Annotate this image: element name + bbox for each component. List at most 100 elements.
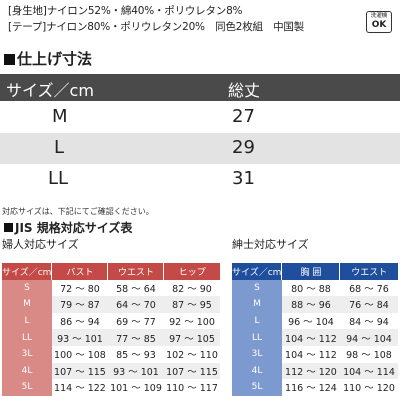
men-chest: 96 ～ 104 bbox=[281, 312, 340, 330]
table-row: LL 104 ～ 112 94 ～ 104 bbox=[232, 329, 398, 346]
men-chest: 112 ～ 120 bbox=[281, 362, 340, 380]
men-size-title: 紳士対応サイズ bbox=[232, 238, 309, 251]
table-row: L 96 ～ 104 84 ～ 94 bbox=[232, 312, 398, 330]
table-row: S 72 ～ 80 58 ～ 64 82 ～ 90 bbox=[2, 279, 220, 297]
women-size-table: サイズ／cm バスト ウエスト ヒップ S 72 ～ 80 58 ～ 64 82 ～ … bbox=[2, 263, 220, 396]
men-waist: 98 ～ 108 bbox=[339, 345, 398, 363]
square-bullet-icon bbox=[4, 54, 15, 65]
finished-length: 29 bbox=[232, 137, 255, 158]
men-chest: 80 ～ 88 bbox=[281, 279, 340, 297]
men-header-waist: ウエスト bbox=[339, 263, 398, 280]
size-note: 対応サイズは、下記にてご確認ください。 bbox=[2, 207, 154, 216]
jis-size-chart-title: JIS 規格対応サイズ表 bbox=[4, 219, 132, 236]
finished-dimensions-title: 仕上げ寸法 bbox=[4, 50, 92, 68]
women-size-label: M bbox=[2, 296, 52, 313]
women-size-label: L bbox=[2, 312, 52, 330]
men-size-label: LL bbox=[232, 329, 282, 346]
table-row: 5L 116 ～ 124 110 ～ 120 bbox=[232, 379, 398, 396]
men-table-header: サイズ／cm 胸 囲 ウエスト bbox=[232, 263, 398, 280]
women-waist: 93 ～ 101 bbox=[107, 362, 164, 380]
women-hip: 87 ～ 95 bbox=[163, 296, 220, 313]
men-chest: 116 ～ 124 bbox=[281, 379, 340, 396]
finished-length: 27 bbox=[232, 106, 255, 127]
washing-machine-ok-badge: 洗濯機 OK bbox=[366, 11, 392, 33]
women-waist: 101 ～ 109 bbox=[107, 379, 164, 396]
finished-size: L bbox=[54, 137, 65, 158]
women-waist: 85 ～ 93 bbox=[107, 345, 164, 363]
table-row: M 79 ～ 87 64 ～ 70 87 ～ 95 bbox=[2, 296, 220, 313]
finished-header-length: 総丈 bbox=[228, 81, 261, 100]
women-bust: 86 ～ 94 bbox=[51, 312, 108, 330]
women-waist: 77 ～ 85 bbox=[107, 329, 164, 346]
men-waist: 110 ～ 120 bbox=[339, 379, 398, 396]
women-hip: 107 ～ 115 bbox=[163, 362, 220, 380]
table-row: LL 93 ～ 101 77 ～ 85 97 ～ 105 bbox=[2, 329, 220, 346]
women-bust: 107 ～ 115 bbox=[51, 362, 108, 380]
men-size-table: サイズ／cm 胸 囲 ウエスト S 80 ～ 88 68 ～ 76 M 88 ～ 96… bbox=[232, 263, 398, 396]
men-waist: 94 ～ 104 bbox=[339, 329, 398, 346]
women-size-label: LL bbox=[2, 329, 52, 346]
table-row: 3L 104 ～ 112 98 ～ 108 bbox=[232, 345, 398, 363]
finished-row: M 27 bbox=[0, 102, 400, 133]
square-bullet-icon bbox=[4, 223, 13, 232]
men-waist: 104 ～ 114 bbox=[339, 362, 398, 380]
men-chest: 88 ～ 96 bbox=[281, 296, 340, 313]
women-size-label: 3L bbox=[2, 345, 52, 363]
women-waist: 58 ～ 64 bbox=[107, 279, 164, 297]
men-size-label: M bbox=[232, 296, 282, 313]
women-hip: 92 ～ 100 bbox=[163, 312, 220, 330]
women-bust: 93 ～ 101 bbox=[51, 329, 108, 346]
table-row: 3L 100 ～ 108 85 ～ 93 102 ～ 110 bbox=[2, 345, 220, 363]
table-row: 4L 112 ～ 120 104 ～ 114 bbox=[232, 362, 398, 380]
women-header-hip: ヒップ bbox=[163, 263, 220, 280]
women-hip: 97 ～ 105 bbox=[163, 329, 220, 346]
table-row: S 80 ～ 88 68 ～ 76 bbox=[232, 279, 398, 297]
finished-header-size: サイズ／cm bbox=[6, 81, 94, 100]
men-size-label: S bbox=[232, 279, 282, 297]
men-header-chest: 胸 囲 bbox=[281, 263, 340, 280]
women-bust: 114 ～ 122 bbox=[51, 379, 108, 396]
material-body-line: [身生地]ナイロン52%・綿40%・ポリウレタン8% bbox=[8, 5, 243, 17]
men-size-label: 3L bbox=[232, 345, 282, 363]
women-table-header: サイズ／cm バスト ウエスト ヒップ bbox=[2, 263, 220, 280]
women-waist: 64 ～ 70 bbox=[107, 296, 164, 313]
wash-badge-ok: OK bbox=[371, 20, 387, 30]
women-size-title: 婦人対応サイズ bbox=[2, 238, 79, 251]
wash-badge-label: 洗濯機 bbox=[370, 13, 388, 19]
table-row: 5L 114 ～ 122 101 ～ 109 110 ～ 117 bbox=[2, 379, 220, 396]
women-hip: 82 ～ 90 bbox=[163, 279, 220, 297]
women-bust: 79 ～ 87 bbox=[51, 296, 108, 313]
men-chest: 104 ～ 112 bbox=[281, 345, 340, 363]
men-size-label: 4L bbox=[232, 362, 282, 380]
men-waist: 68 ～ 76 bbox=[339, 279, 398, 297]
men-chest: 104 ～ 112 bbox=[281, 329, 340, 346]
finished-size: LL bbox=[48, 168, 69, 189]
table-row: 4L 107 ～ 115 93 ～ 101 107 ～ 115 bbox=[2, 362, 220, 380]
women-header-size: サイズ／cm bbox=[2, 263, 52, 280]
men-waist: 84 ～ 94 bbox=[339, 312, 398, 330]
women-size-label: 4L bbox=[2, 362, 52, 380]
finished-row: LL 31 bbox=[0, 164, 400, 195]
women-waist: 69 ～ 77 bbox=[107, 312, 164, 330]
finished-table-header: サイズ／cm 総丈 bbox=[0, 74, 400, 101]
men-size-label: 5L bbox=[232, 379, 282, 396]
finished-length: 31 bbox=[232, 168, 255, 189]
finished-row: L 29 bbox=[0, 133, 400, 164]
women-size-label: S bbox=[2, 279, 52, 297]
men-header-size: サイズ／cm bbox=[232, 263, 282, 280]
women-bust: 100 ～ 108 bbox=[51, 345, 108, 363]
women-header-bust: バスト bbox=[51, 263, 108, 280]
women-size-label: 5L bbox=[2, 379, 52, 396]
finished-title-text: 仕上げ寸法 bbox=[17, 50, 93, 68]
women-hip: 102 ～ 110 bbox=[163, 345, 220, 363]
finished-size: M bbox=[52, 106, 68, 127]
table-row: L 86 ～ 94 69 ～ 77 92 ～ 100 bbox=[2, 312, 220, 330]
men-size-label: L bbox=[232, 312, 282, 330]
jis-title-text: JIS 規格対応サイズ表 bbox=[15, 221, 133, 235]
women-bust: 72 ～ 80 bbox=[51, 279, 108, 297]
material-tape-line: [テープ]ナイロン80%・ポリウレタン20% 同色2枚組 中国製 bbox=[8, 21, 305, 33]
table-row: M 88 ～ 96 76 ～ 84 bbox=[232, 296, 398, 313]
men-waist: 76 ～ 84 bbox=[339, 296, 398, 313]
women-header-waist: ウエスト bbox=[107, 263, 164, 280]
women-hip: 110 ～ 117 bbox=[163, 379, 220, 396]
